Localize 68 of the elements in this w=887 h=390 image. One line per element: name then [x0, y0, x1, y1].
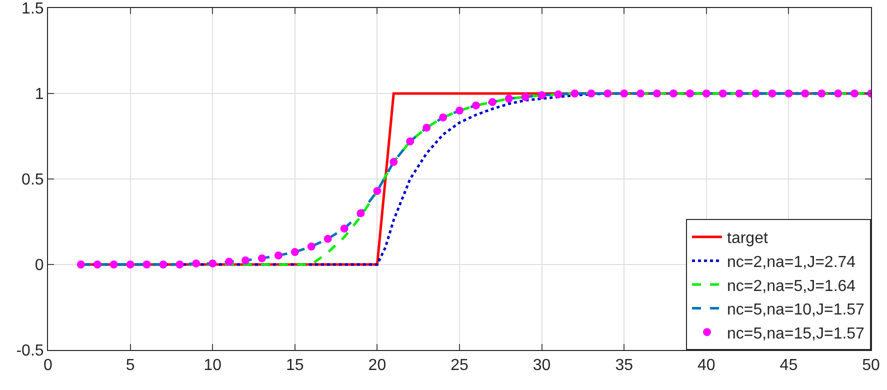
- point: [406, 137, 414, 146]
- point: [373, 186, 382, 195]
- point: [620, 90, 628, 98]
- point: [636, 90, 645, 98]
- point: [538, 91, 546, 100]
- point: [768, 90, 776, 98]
- point: [290, 248, 299, 256]
- point: [159, 260, 168, 268]
- point: [784, 90, 793, 98]
- x-tick-label: 20: [368, 357, 386, 374]
- point: [324, 234, 332, 243]
- point: [390, 158, 398, 166]
- legend-label: nc=2,na=5,J=1.64: [727, 278, 856, 295]
- point: [718, 90, 727, 98]
- y-tick-label: 0: [34, 257, 44, 274]
- y-tick-label: 0.5: [22, 172, 44, 189]
- x-tick-label: 40: [698, 357, 716, 374]
- point: [801, 90, 810, 98]
- point: [834, 90, 842, 98]
- y-tick-label: 1: [34, 86, 44, 104]
- y-tick-label: 1.5: [22, 0, 44, 18]
- point: [93, 260, 102, 268]
- point: [850, 90, 859, 98]
- x-tick-label: 15: [286, 357, 304, 374]
- point: [488, 98, 496, 106]
- x-tick-label: 5: [126, 357, 135, 374]
- point: [686, 90, 694, 98]
- x-tick-label: 35: [615, 357, 634, 374]
- point: [669, 90, 678, 98]
- legend-label: target: [727, 230, 768, 248]
- point: [521, 92, 530, 101]
- x-tick-label: 25: [450, 357, 468, 374]
- point: [422, 124, 431, 132]
- point: [242, 256, 250, 264]
- point: [274, 251, 282, 260]
- point: [225, 258, 234, 266]
- point: [735, 90, 744, 98]
- point: [604, 90, 612, 98]
- point: [587, 90, 596, 98]
- point: [142, 260, 151, 268]
- point: [472, 101, 480, 110]
- point: [456, 106, 464, 115]
- x-tick-label: 30: [532, 357, 551, 374]
- point: [208, 259, 217, 268]
- point: [504, 94, 513, 103]
- point: [258, 254, 266, 262]
- point: [307, 242, 316, 251]
- y-tick-label: -0.5: [16, 342, 44, 360]
- point: [126, 260, 134, 268]
- point: [702, 90, 710, 98]
- point: [570, 90, 579, 98]
- legend-label: nc=2,na=1,J=2.74: [727, 254, 856, 271]
- point: [356, 209, 365, 218]
- point: [76, 260, 85, 268]
- x-tick-label: 50: [862, 357, 880, 374]
- point: [340, 224, 348, 233]
- point: [554, 90, 562, 98]
- point: [192, 259, 200, 268]
- point: [176, 260, 184, 268]
- x-tick-label: 45: [780, 357, 798, 374]
- point: [110, 260, 118, 268]
- point: [818, 90, 826, 98]
- legend-label: nc=5,na=15,J=1.57: [727, 325, 865, 342]
- x-tick-label: 10: [204, 357, 222, 374]
- point: [439, 113, 448, 122]
- point: [752, 90, 760, 98]
- point: [653, 90, 662, 98]
- legend-label: nc=5,na=10,J=1.57: [727, 302, 865, 319]
